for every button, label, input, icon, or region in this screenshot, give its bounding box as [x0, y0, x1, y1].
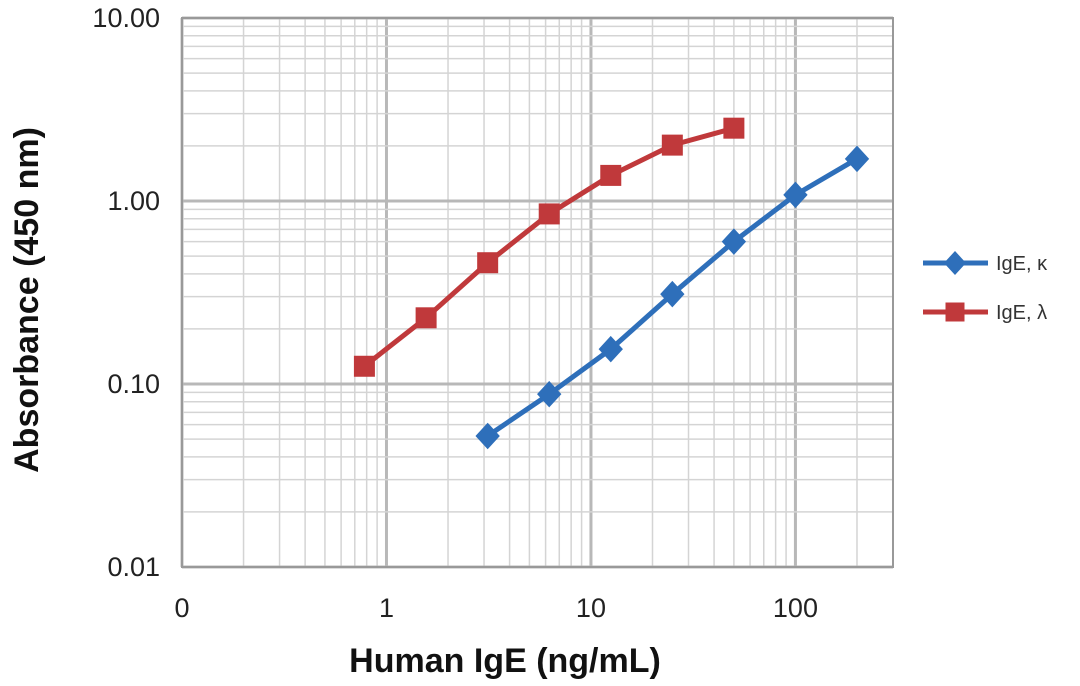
grid: [180, 16, 894, 569]
legend-item: IgE, κ: [923, 251, 1048, 275]
series-line: [362, 125, 735, 369]
x-tick-label: 10: [576, 593, 606, 623]
legend-label: IgE, λ: [996, 302, 1047, 324]
data-point: [721, 228, 747, 255]
data-point: [537, 380, 562, 408]
y-tick-label: 10.00: [92, 3, 160, 33]
data-point: [598, 335, 623, 363]
data-point: [538, 203, 560, 225]
x-tick-label: 0: [174, 593, 189, 623]
data-point: [661, 134, 683, 156]
data-point: [415, 307, 437, 329]
data-point: [660, 280, 685, 308]
y-tick-label: 0.01: [107, 552, 160, 582]
x-axis-title: Human IgE (ng/mL): [349, 642, 661, 680]
y-tick-label: 1.00: [107, 186, 160, 216]
x-axis-ticks: 0 1 10 100: [174, 593, 817, 623]
data-point: [477, 252, 499, 274]
data-point: [600, 164, 622, 186]
legend-item: IgE, λ: [923, 302, 1047, 324]
x-tick-label: 1: [379, 593, 394, 623]
series-1: [475, 145, 870, 450]
y-axis-ticks: 10.00 1.00 0.10 0.01: [92, 3, 160, 582]
series-2: [353, 117, 745, 377]
plot-area: [181, 17, 894, 568]
y-axis-title: Absorbance (450 nm): [8, 127, 46, 473]
series-layer: [353, 117, 870, 450]
legend-marker: [945, 302, 965, 322]
legend: IgE, κ IgE, λ: [923, 251, 1048, 324]
data-point: [723, 117, 745, 139]
legend-label: IgE, κ: [996, 253, 1048, 275]
x-tick-label: 100: [773, 593, 818, 623]
data-point: [844, 145, 870, 173]
data-point: [353, 355, 375, 377]
data-point: [783, 181, 808, 209]
legend-marker: [943, 251, 967, 275]
data-point: [475, 422, 500, 450]
y-tick-label: 0.10: [107, 369, 160, 399]
